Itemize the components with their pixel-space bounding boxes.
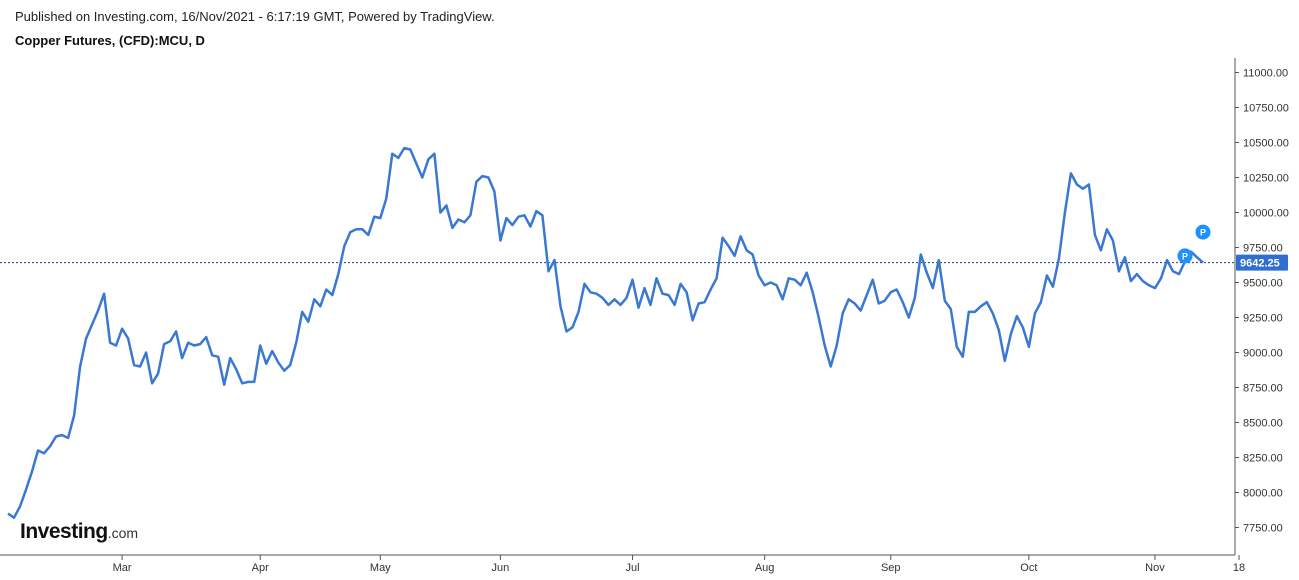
y-tick-label: 10500.00 [1243, 138, 1289, 150]
logo-main: Investing [20, 520, 108, 543]
y-tick-label: 9250.00 [1243, 313, 1283, 325]
published-note: Published on Investing.com, 16/Nov/2021 … [15, 9, 495, 24]
x-tick-label: Jul [625, 562, 639, 574]
y-tick-label: 8000.00 [1243, 488, 1283, 500]
x-tick-label: 18 [1233, 562, 1245, 574]
y-tick-label: 7750.00 [1243, 523, 1283, 535]
x-tick-label: Sep [881, 562, 901, 574]
event-markers[interactable]: PP [1177, 224, 1211, 264]
event-marker-label: P [1200, 228, 1206, 238]
last-price-tag-label: 9642.25 [1240, 258, 1280, 270]
y-tick-label: 10250.00 [1243, 173, 1289, 185]
chart-title: Copper Futures, (CFD):MCU, D [15, 33, 205, 48]
x-tick-label: Apr [252, 562, 269, 574]
event-marker-dot[interactable] [1177, 248, 1193, 264]
x-axis-ticks: Mar Apr May Jun Jul Aug Sep Oct Nov 18 [113, 555, 1245, 574]
x-tick-label: May [370, 562, 391, 574]
y-tick-label: 9500.00 [1243, 278, 1283, 290]
last-price-tag: 9642.25 [1236, 254, 1288, 271]
y-tick-label: 10750.00 [1243, 103, 1289, 115]
x-tick-label: Nov [1145, 562, 1165, 574]
last-price-tag-bg [1236, 254, 1288, 271]
y-tick-label: 8750.00 [1243, 383, 1283, 395]
y-axis-ticks: 11000.00 10750.00 10500.00 10250.00 10000.00… [1235, 68, 1289, 535]
y-tick-label: 10000.00 [1243, 208, 1289, 220]
y-tick-label: 8250.00 [1243, 453, 1283, 465]
logo-suffix: .com [107, 525, 139, 541]
y-tick-label: 9000.00 [1243, 348, 1283, 360]
y-tick-label: 11000.00 [1243, 68, 1288, 80]
price-series-line[interactable] [7, 146, 1204, 519]
x-tick-label: Jun [492, 562, 510, 574]
x-tick-label: Oct [1020, 562, 1037, 574]
event-marker-label: P [1182, 251, 1188, 261]
x-tick-label: Aug [755, 562, 775, 574]
y-tick-label: 8500.00 [1243, 418, 1283, 430]
y-tick-label: 9750.00 [1243, 243, 1283, 255]
event-marker-dot[interactable] [1195, 224, 1211, 240]
x-tick-label: Mar [113, 562, 132, 574]
investing-logo: Investing.com [20, 520, 138, 544]
